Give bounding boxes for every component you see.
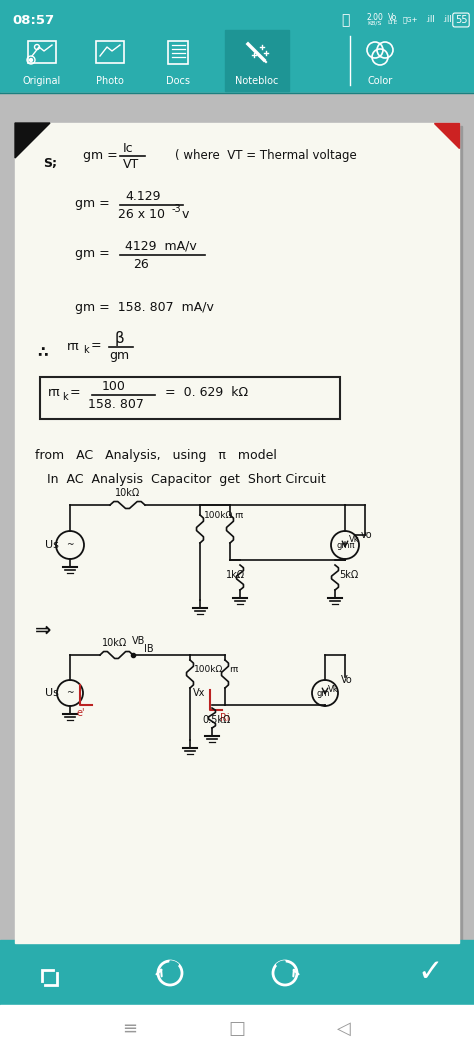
Text: 0.5kΩ: 0.5kΩ — [202, 715, 230, 726]
Text: ⎓: ⎓ — [341, 13, 349, 27]
Text: gm =: gm = — [83, 150, 118, 162]
Text: Docs: Docs — [166, 76, 190, 86]
Text: Vx: Vx — [193, 688, 205, 698]
Circle shape — [29, 59, 33, 61]
Text: -3: -3 — [172, 204, 182, 214]
Text: Us: Us — [45, 540, 59, 550]
Wedge shape — [170, 961, 179, 973]
Text: =: = — [70, 386, 81, 399]
Bar — [0, 28, 474, 93]
Text: VB: VB — [132, 636, 146, 645]
Text: rπ: rπ — [48, 386, 61, 399]
Text: 26: 26 — [133, 258, 149, 271]
Text: gm =: gm = — [75, 247, 110, 260]
Text: k: k — [62, 392, 68, 402]
Text: Original: Original — [23, 76, 61, 86]
Bar — [18, 126, 462, 946]
Polygon shape — [434, 123, 459, 148]
Text: =: = — [91, 339, 101, 353]
Bar — [42, 970, 57, 985]
Text: 5kΩ: 5kΩ — [339, 570, 358, 580]
Text: 100kΩ: 100kΩ — [194, 665, 223, 675]
Text: gm: gm — [109, 350, 129, 362]
Text: 158. 807: 158. 807 — [88, 397, 144, 411]
Bar — [0, 1005, 474, 1053]
Text: ~: ~ — [66, 689, 74, 697]
Text: Ic: Ic — [123, 141, 134, 155]
Text: .ill: .ill — [442, 16, 452, 24]
Text: vo: vo — [361, 530, 373, 540]
Text: 10kΩ: 10kΩ — [115, 488, 140, 498]
Polygon shape — [15, 123, 50, 158]
Text: 26 x 10: 26 x 10 — [118, 207, 165, 220]
Text: ✓: ✓ — [417, 958, 443, 988]
Text: Vk: Vk — [328, 684, 338, 694]
Text: β: β — [115, 331, 125, 345]
Text: LTE: LTE — [388, 20, 398, 25]
Text: ≡: ≡ — [122, 1020, 137, 1038]
Text: In  AC  Analysis  Capacitor  get  Short Circuit: In AC Analysis Capacitor get Short Circu… — [47, 474, 326, 486]
Text: 2.00: 2.00 — [366, 13, 383, 21]
Bar — [0, 940, 474, 1005]
Text: ◁: ◁ — [337, 1020, 351, 1038]
Bar — [0, 93, 474, 940]
Text: .ill: .ill — [425, 16, 435, 24]
Text: ⇒: ⇒ — [35, 620, 51, 639]
Text: 10kΩ: 10kΩ — [102, 638, 127, 648]
Bar — [15, 123, 459, 943]
Text: Notebloc: Notebloc — [235, 76, 279, 86]
Text: v: v — [182, 207, 190, 220]
Text: Color: Color — [367, 76, 392, 86]
Text: gm: gm — [317, 689, 330, 697]
Text: 100: 100 — [102, 379, 126, 393]
Bar — [0, 0, 474, 40]
Text: 100kΩ: 100kΩ — [204, 511, 233, 519]
Text: IB: IB — [144, 644, 154, 654]
Wedge shape — [276, 961, 285, 973]
Text: Photo: Photo — [96, 76, 124, 86]
Text: 1kΩ: 1kΩ — [226, 570, 245, 580]
Bar — [40, 377, 340, 419]
Text: k: k — [83, 345, 89, 355]
Text: rπ: rπ — [234, 511, 243, 519]
Text: Us: Us — [45, 688, 59, 698]
Text: 4129  mA/v: 4129 mA/v — [125, 239, 197, 253]
Text: e': e' — [77, 708, 85, 718]
Text: S;: S; — [43, 157, 57, 170]
Text: Vo: Vo — [341, 675, 353, 686]
Text: ∴: ∴ — [37, 345, 47, 360]
Text: VT: VT — [123, 158, 139, 171]
Text: ⑇G+: ⑇G+ — [402, 17, 418, 23]
Text: 08:57: 08:57 — [12, 14, 54, 26]
Text: gm =  158. 807  mA/v: gm = 158. 807 mA/v — [75, 301, 214, 315]
Text: gmπ: gmπ — [337, 540, 356, 550]
Bar — [225, 29, 289, 91]
Text: KB/S: KB/S — [368, 20, 382, 25]
Text: rπ: rπ — [229, 665, 238, 675]
Text: ~: ~ — [66, 540, 74, 550]
Text: 55: 55 — [455, 15, 467, 25]
Text: rπ: rπ — [67, 339, 80, 353]
Text: 4.129: 4.129 — [125, 190, 161, 202]
Text: □: □ — [228, 1020, 246, 1038]
Text: Ri: Ri — [220, 713, 229, 723]
Text: Vk: Vk — [349, 536, 360, 544]
Text: Vo: Vo — [388, 13, 398, 21]
Text: from   AC   Analysis,   using   π   model: from AC Analysis, using π model — [35, 449, 277, 461]
Text: =  0. 629  kΩ: = 0. 629 kΩ — [165, 386, 248, 399]
Text: gm =: gm = — [75, 198, 110, 211]
Text: ( where  VT = Thermal voltage: ( where VT = Thermal voltage — [175, 150, 357, 162]
